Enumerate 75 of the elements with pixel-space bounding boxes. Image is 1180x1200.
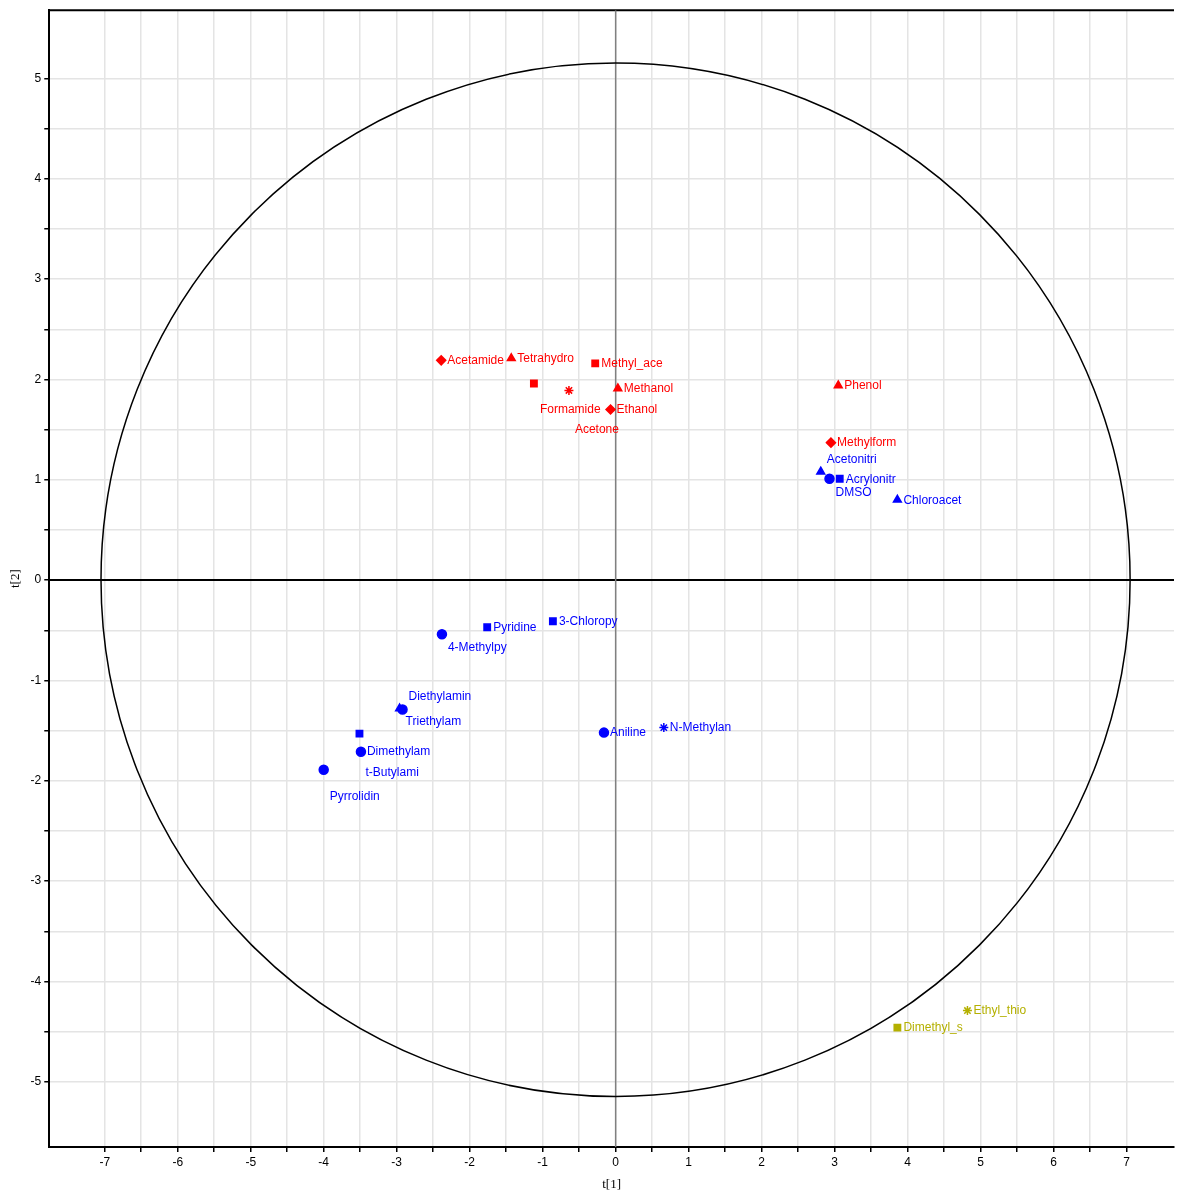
annotation: Diethylamin (408, 689, 472, 704)
x-axis-title: t[1] (602, 1175, 622, 1191)
annotation: Pyridine (493, 620, 537, 635)
annotation: Ethyl_thio (973, 1003, 1027, 1018)
y-tick-label: -1 (30, 672, 42, 687)
y-tick-label: 3 (34, 271, 42, 286)
point (833, 380, 843, 389)
x-tick-label: 1 (685, 1154, 693, 1169)
x-tick-label: -3 (391, 1154, 403, 1169)
annotation: Dimethylam (366, 744, 431, 759)
point (435, 355, 447, 366)
point (483, 623, 492, 632)
x-tick-label: -1 (537, 1154, 549, 1169)
point (506, 353, 516, 362)
point (436, 629, 448, 640)
x-tick-label: -6 (172, 1154, 184, 1169)
annotation: t-Butylami (365, 765, 419, 780)
y-tick-label: -3 (30, 873, 42, 888)
point (548, 617, 557, 626)
annotation: 3-Chloropy (558, 614, 618, 629)
point (962, 1005, 973, 1016)
x-tick-label: 6 (1050, 1154, 1058, 1169)
annotation: Phenol (844, 378, 882, 393)
annotation: Triethylam (405, 714, 462, 729)
x-tick-label: 7 (1123, 1154, 1131, 1169)
y-tick-label: 4 (34, 171, 42, 186)
annotation: Pyrrolidin (329, 788, 380, 803)
point (825, 437, 837, 448)
x-tick-label: -2 (464, 1154, 476, 1169)
point (605, 404, 616, 415)
point (892, 494, 903, 503)
point (591, 359, 600, 368)
point (613, 383, 623, 392)
annotation: Acetone (574, 422, 620, 437)
annotation: Ethanol (616, 402, 658, 417)
annotation: Acetonitri (826, 451, 877, 466)
annotation: Formamide (539, 402, 601, 417)
annotation: Acrylonitr (845, 471, 896, 486)
y-tick-label: -4 (30, 973, 42, 988)
y-tick-label: 5 (34, 70, 42, 85)
point (893, 1023, 902, 1032)
point (318, 764, 329, 775)
point (816, 466, 826, 475)
annotation: Acetamide (447, 353, 505, 368)
annotation: 4-Methylpy (447, 640, 507, 655)
x-tick-label: 5 (977, 1154, 985, 1169)
y-tick-label: 2 (34, 371, 42, 386)
annotation: Methylform (836, 435, 897, 450)
annotation: Tetrahydro (517, 351, 575, 366)
annotation: N-Methylan (669, 720, 732, 735)
annotation: Methyl_ace (601, 356, 663, 371)
point (563, 385, 575, 396)
point (355, 746, 367, 757)
point (835, 474, 844, 483)
y-axis-title: t[2] (7, 569, 23, 588)
y-tick-label: 1 (34, 472, 42, 487)
point (658, 722, 670, 733)
x-tick-label: -5 (245, 1154, 257, 1169)
annotation: Chloroacet (903, 492, 963, 507)
point (355, 729, 364, 738)
x-tick-label: 2 (758, 1154, 766, 1169)
point (529, 379, 538, 388)
annotation: Aniline (609, 725, 647, 740)
x-tick-label: 3 (831, 1154, 839, 1169)
x-tick-label: 4 (904, 1154, 912, 1169)
x-tick-label: -7 (99, 1154, 111, 1169)
x-tick-label: 0 (612, 1154, 620, 1169)
x-tick-label: -4 (318, 1154, 330, 1169)
y-tick-label: -5 (30, 1074, 42, 1089)
y-tick-label: -2 (30, 773, 42, 788)
annotation: Methanol (623, 381, 674, 396)
y-tick-label: 0 (34, 572, 42, 587)
annotation: Dimethyl_s (903, 1020, 963, 1035)
point (598, 727, 610, 738)
point (824, 473, 835, 485)
